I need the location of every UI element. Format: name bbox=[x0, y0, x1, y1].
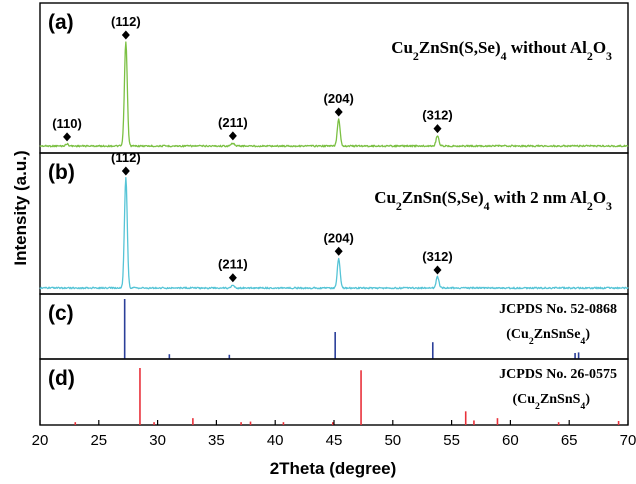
panel-c: (c) JCPDS No. 52-0868 (Cu2ZnSnSe4) bbox=[39, 293, 629, 360]
x-tick-label: 35 bbox=[208, 432, 225, 449]
panel-letter: (d) bbox=[48, 367, 75, 390]
peak-label: (204) bbox=[324, 230, 354, 245]
panel-letter: (c) bbox=[48, 302, 74, 325]
peak-marker bbox=[334, 246, 343, 256]
x-axis-title: 2Theta (degree) bbox=[270, 459, 397, 478]
peak-label: (211) bbox=[218, 257, 248, 272]
panel-letter: (b) bbox=[48, 161, 75, 184]
x-tick-label: 60 bbox=[502, 432, 519, 449]
peak-marker bbox=[228, 131, 237, 141]
peak-label: (112) bbox=[111, 150, 141, 165]
x-tick-label: 50 bbox=[384, 432, 401, 449]
panel-letter: (a) bbox=[48, 11, 74, 34]
x-tick-label: 65 bbox=[561, 432, 578, 449]
x-tick-label: 25 bbox=[90, 432, 107, 449]
panel-a: (a) Cu2ZnSn(S,Se)4 without Al2O3 (110) (112… bbox=[39, 2, 629, 154]
x-tick-label: 55 bbox=[443, 432, 460, 449]
y-axis-title: Intensity (a.u.) bbox=[11, 150, 30, 265]
peak-marker bbox=[334, 107, 343, 117]
peak-marker bbox=[121, 166, 130, 176]
panel-title: Cu2ZnSn(S,Se)4 with 2 nm Al2O3 bbox=[374, 188, 612, 213]
x-tick-label: 45 bbox=[326, 432, 343, 449]
peak-marker bbox=[433, 265, 442, 275]
panel-title: Cu2ZnSn(S,Se)4 without Al2O3 bbox=[391, 38, 612, 63]
peak-label: (204) bbox=[324, 91, 354, 106]
x-tick-label: 30 bbox=[149, 432, 166, 449]
peak-label: (110) bbox=[52, 116, 82, 131]
reference-phase: (Cu2ZnSnSe4) bbox=[506, 327, 590, 347]
panels-layer: (a) Cu2ZnSn(S,Se)4 without Al2O3 (110) (112… bbox=[39, 2, 629, 426]
pattern-line bbox=[39, 177, 629, 290]
reference-phase: (Cu2ZnSnS4) bbox=[512, 392, 590, 412]
reference-card: JCPDS No. 52-0868 bbox=[499, 302, 617, 317]
x-tick-label: 20 bbox=[32, 432, 49, 449]
peak-marker bbox=[63, 132, 72, 142]
panel-d: (d) JCPDS No. 26-0575 (Cu2ZnSnS4) bbox=[39, 358, 629, 426]
x-tick-label: 40 bbox=[267, 432, 284, 449]
peak-marker bbox=[121, 30, 130, 40]
peak-label: (211) bbox=[218, 115, 248, 130]
x-axis: 20 25 30 35 40 45 50 55 60 65 70 bbox=[32, 420, 636, 449]
peak-label: (312) bbox=[422, 249, 452, 264]
reference-card: JCPDS No. 26-0575 bbox=[499, 367, 617, 382]
x-tick-label: 70 bbox=[620, 432, 636, 449]
peak-marker bbox=[228, 273, 237, 283]
pattern-line bbox=[39, 41, 629, 148]
peak-label: (312) bbox=[422, 108, 452, 123]
peak-label: (112) bbox=[111, 14, 141, 29]
peak-marker bbox=[433, 124, 442, 134]
panel-b: (b) Cu2ZnSn(S,Se)4 with 2 nm Al2O3 (112) (2… bbox=[39, 150, 629, 295]
